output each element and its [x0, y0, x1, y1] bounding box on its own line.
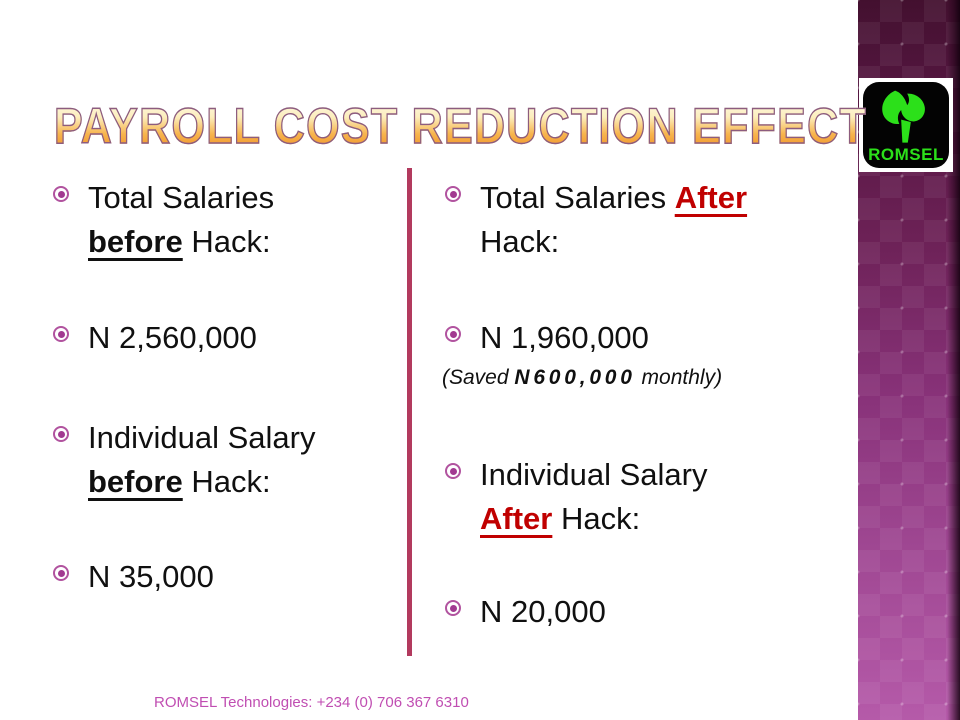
dish-antenna-icon: [882, 90, 925, 143]
bullet-icon: [53, 326, 69, 342]
bullet-text: Hack:: [182, 224, 271, 260]
bullet-total-salaries-after: Total Salaries After Hack:: [442, 176, 852, 264]
bullet-amount-after-total: N 1,960,000: [442, 316, 852, 360]
bullet-text: Total Salaries: [480, 180, 675, 215]
romsel-logo-text: ROMSEL: [868, 145, 944, 164]
column-divider: [407, 168, 412, 656]
bullet-text: N 20,000: [480, 594, 606, 629]
bullet-text: N 2,560,000: [88, 320, 257, 355]
bullet-individual-salary-after: Individual Salary After Hack:: [442, 453, 852, 541]
bullet-icon: [445, 186, 461, 202]
bullet-text: N 35,000: [88, 559, 214, 594]
bullet-text-emphasis: After: [674, 180, 748, 215]
bullet-text-emphasis: before: [88, 464, 183, 500]
footer-contact: ROMSEL Technologies: +234 (0) 706 367 63…: [154, 694, 469, 711]
bullet-text: Individual Salary: [88, 420, 316, 455]
romsel-logo: ROMSEL: [859, 78, 953, 172]
bullet-icon: [445, 463, 461, 479]
bullet-text-emphasis: before: [88, 224, 183, 260]
bullet-amount-after-individual: N 20,000: [442, 590, 852, 634]
bullet-text: Individual Salary: [480, 457, 708, 492]
bullet-total-salaries-before: Total Salaries before Hack:: [50, 176, 418, 264]
bullet-icon: [445, 326, 461, 342]
bullet-text: N 1,960,000: [480, 320, 649, 355]
savings-note: (Saved N600,000 monthly): [442, 366, 832, 390]
bullet-text: Hack:: [480, 224, 560, 260]
bullet-icon: [53, 426, 69, 442]
savings-note-text: monthly): [635, 366, 723, 389]
bullet-amount-before-individual: N 35,000: [50, 555, 418, 599]
bullet-icon: [53, 186, 69, 202]
bullet-icon: [53, 565, 69, 581]
bullet-individual-salary-before: Individual Salary before Hack:: [50, 416, 418, 504]
bullet-text: Hack:: [552, 501, 641, 537]
bullet-amount-before-total: N 2,560,000: [50, 316, 418, 360]
bullet-text: Total Salaries: [88, 180, 275, 215]
romsel-logo-box: ROMSEL: [863, 82, 949, 168]
savings-amount: N600,000: [514, 366, 636, 389]
slide-title: PAYROLL COST REDUCTION EFFECT: [53, 98, 868, 154]
bullet-text-emphasis: After: [480, 501, 553, 537]
bullet-text: Hack:: [182, 464, 271, 500]
savings-note-text: (Saved: [442, 366, 515, 389]
bullet-icon: [445, 600, 461, 616]
